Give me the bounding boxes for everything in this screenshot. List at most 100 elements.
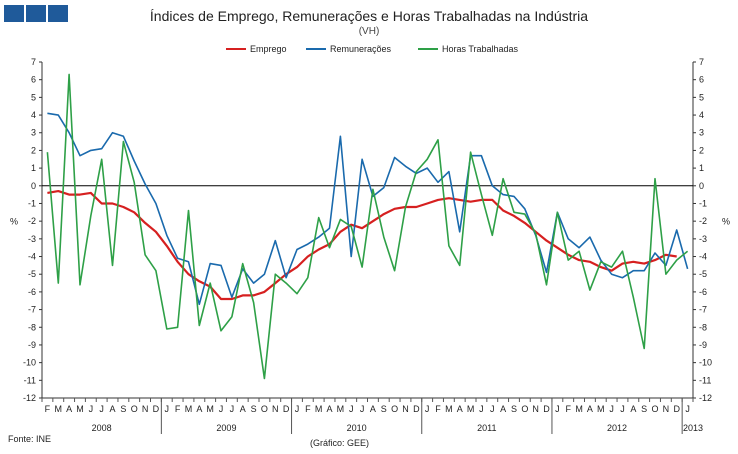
x-tick-label: A (500, 404, 506, 414)
y-tick-label-right: -3 (699, 234, 707, 244)
x-tick-label: M (575, 404, 583, 414)
y-tick-label-right: 3 (699, 128, 704, 138)
y-tick-label-right: -4 (699, 252, 707, 262)
x-year-label: 2012 (607, 423, 627, 433)
x-tick-label: A (196, 404, 202, 414)
y-tick-label-right: 1 (699, 163, 704, 173)
x-tick-label: N (142, 404, 149, 414)
x-tick-label: M (315, 404, 323, 414)
x-year-label: 2011 (477, 423, 496, 433)
x-tick-label: J (609, 404, 614, 414)
y-tick-label-right: 4 (699, 110, 704, 120)
x-tick-label: J (360, 404, 365, 414)
chart-title: Índices de Emprego, Remunerações e Horas… (149, 8, 589, 24)
x-tick-label: J (99, 404, 104, 414)
y-tick-label-left: -5 (28, 269, 36, 279)
x-year-label: 2008 (92, 423, 112, 433)
x-tick-label: S (511, 404, 517, 414)
x-tick-label: J (555, 404, 560, 414)
chart-credit: (Gráfico: GEE) (310, 438, 370, 448)
x-tick-label: O (261, 404, 268, 414)
x-tick-label: A (370, 404, 376, 414)
x-tick-label: J (230, 404, 235, 414)
x-tick-label: M (55, 404, 63, 414)
x-tick-label: D (673, 404, 680, 414)
y-tick-label-left: 5 (31, 92, 36, 102)
x-tick-label: N (663, 404, 670, 414)
x-tick-label: J (425, 404, 430, 414)
y-tick-label-right: -9 (699, 340, 707, 350)
x-year-label: 2013 (683, 423, 703, 433)
y-tick-label-right: -7 (699, 305, 707, 315)
x-tick-label: F (565, 404, 571, 414)
y-tick-label-left: -12 (23, 393, 36, 403)
x-tick-label: A (66, 404, 72, 414)
y-tick-label-left: 6 (31, 75, 36, 85)
source-note: Fonte: INE (8, 434, 52, 444)
y-tick-label-right: -12 (699, 393, 712, 403)
y-tick-label-left: -4 (28, 252, 36, 262)
x-tick-label: M (185, 404, 193, 414)
y-tick-label-right: -6 (699, 287, 707, 297)
y-tick-label-right: 7 (699, 57, 704, 67)
x-tick-label: A (587, 404, 593, 414)
chart-subtitle: (VH) (358, 26, 380, 37)
y-tick-label-left: -6 (28, 287, 36, 297)
x-tick-label: S (120, 404, 126, 414)
x-tick-label: J (349, 404, 354, 414)
x-tick-label: O (652, 404, 659, 414)
x-tick-label: F (45, 404, 51, 414)
y-tick-label-left: -8 (28, 322, 36, 332)
y-tick-label-right: -11 (699, 375, 711, 385)
y-tick-label-left: -10 (23, 358, 36, 368)
x-tick-label: M (467, 404, 475, 414)
x-tick-label: D (283, 404, 290, 414)
chart-axes: 7 7 6 6 5 5 4 4 3 3 2 2 1 1 0 0 -1 -1 -2 -2 -3 -3 -4 -4 -5 -5 -6 -6… (10, 57, 730, 434)
y-tick-label-right: -5 (699, 269, 707, 279)
chart-series (46, 73, 689, 380)
x-tick-label: M (206, 404, 214, 414)
y-tick-label-left: 4 (31, 110, 36, 120)
x-tick-label: A (457, 404, 463, 414)
series-line-2 (47, 112, 689, 306)
y-tick-label-right: 5 (699, 92, 704, 102)
x-tick-label: M (445, 404, 453, 414)
y-tick-label-left: -9 (28, 340, 36, 350)
y-tick-label-left: -3 (28, 234, 36, 244)
x-tick-label: S (251, 404, 257, 414)
x-tick-label: J (295, 404, 300, 414)
x-tick-label: J (620, 404, 625, 414)
x-tick-label: N (532, 404, 539, 414)
chart-legend: Emprego Remunerações Horas Trabalhadas (226, 44, 519, 54)
x-tick-label: A (630, 404, 636, 414)
x-tick-label: F (305, 404, 311, 414)
brand-logo (4, 5, 70, 22)
y-tick-label-right: -1 (699, 198, 707, 208)
y-tick-label-right: -2 (699, 216, 707, 226)
x-tick-label: J (165, 404, 170, 414)
y-tick-label-right: 6 (699, 75, 704, 85)
x-tick-label: N (272, 404, 279, 414)
x-tick-label: M (337, 404, 345, 414)
y-tick-label-right: -10 (699, 358, 712, 368)
x-tick-label: S (381, 404, 387, 414)
x-tick-label: F (175, 404, 181, 414)
x-tick-label: O (391, 404, 398, 414)
legend-label-1: Emprego (250, 44, 287, 54)
y-tick-label-left: -2 (28, 216, 36, 226)
y-tick-label-left: 2 (31, 145, 36, 155)
x-tick-label: J (89, 404, 94, 414)
legend-label-2: Remunerações (330, 44, 392, 54)
y-tick-label-left: 1 (31, 163, 36, 173)
x-tick-label: D (153, 404, 160, 414)
x-tick-label: D (413, 404, 420, 414)
legend-label-3: Horas Trabalhadas (442, 44, 519, 54)
x-tick-label: O (521, 404, 528, 414)
x-year-label: 2010 (347, 423, 367, 433)
x-tick-label: A (110, 404, 116, 414)
x-tick-label: S (641, 404, 647, 414)
y-tick-label-right: 0 (699, 181, 704, 191)
series-line-3 (46, 73, 689, 380)
y-tick-label-right: -8 (699, 322, 707, 332)
